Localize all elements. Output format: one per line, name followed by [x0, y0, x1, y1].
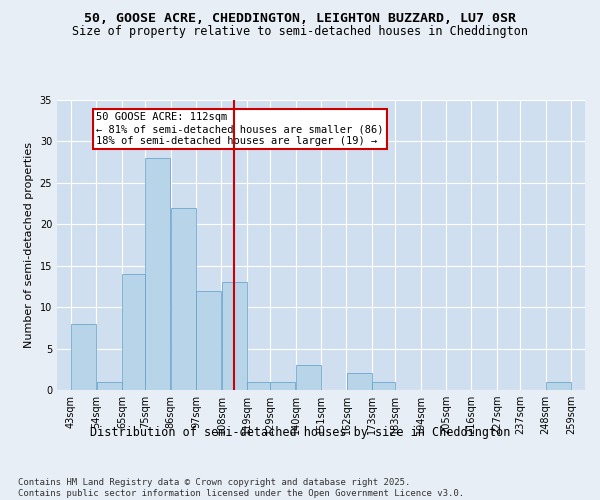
Bar — [145, 158, 170, 390]
Bar — [196, 290, 221, 390]
Text: Size of property relative to semi-detached houses in Cheddington: Size of property relative to semi-detach… — [72, 25, 528, 38]
Bar — [247, 382, 270, 390]
Bar — [347, 374, 371, 390]
Bar — [296, 365, 321, 390]
Bar — [271, 382, 295, 390]
Bar — [171, 208, 196, 390]
Text: 50, GOOSE ACRE, CHEDDINGTON, LEIGHTON BUZZARD, LU7 0SR: 50, GOOSE ACRE, CHEDDINGTON, LEIGHTON BU… — [84, 12, 516, 26]
Bar — [71, 324, 96, 390]
Bar — [546, 382, 571, 390]
Bar — [372, 382, 395, 390]
Bar — [122, 274, 145, 390]
Bar — [222, 282, 247, 390]
Y-axis label: Number of semi-detached properties: Number of semi-detached properties — [24, 142, 34, 348]
Text: Contains HM Land Registry data © Crown copyright and database right 2025.
Contai: Contains HM Land Registry data © Crown c… — [18, 478, 464, 498]
Bar — [97, 382, 122, 390]
Text: 50 GOOSE ACRE: 112sqm
← 81% of semi-detached houses are smaller (86)
18% of semi: 50 GOOSE ACRE: 112sqm ← 81% of semi-deta… — [97, 112, 384, 146]
Text: Distribution of semi-detached houses by size in Cheddington: Distribution of semi-detached houses by … — [90, 426, 510, 439]
